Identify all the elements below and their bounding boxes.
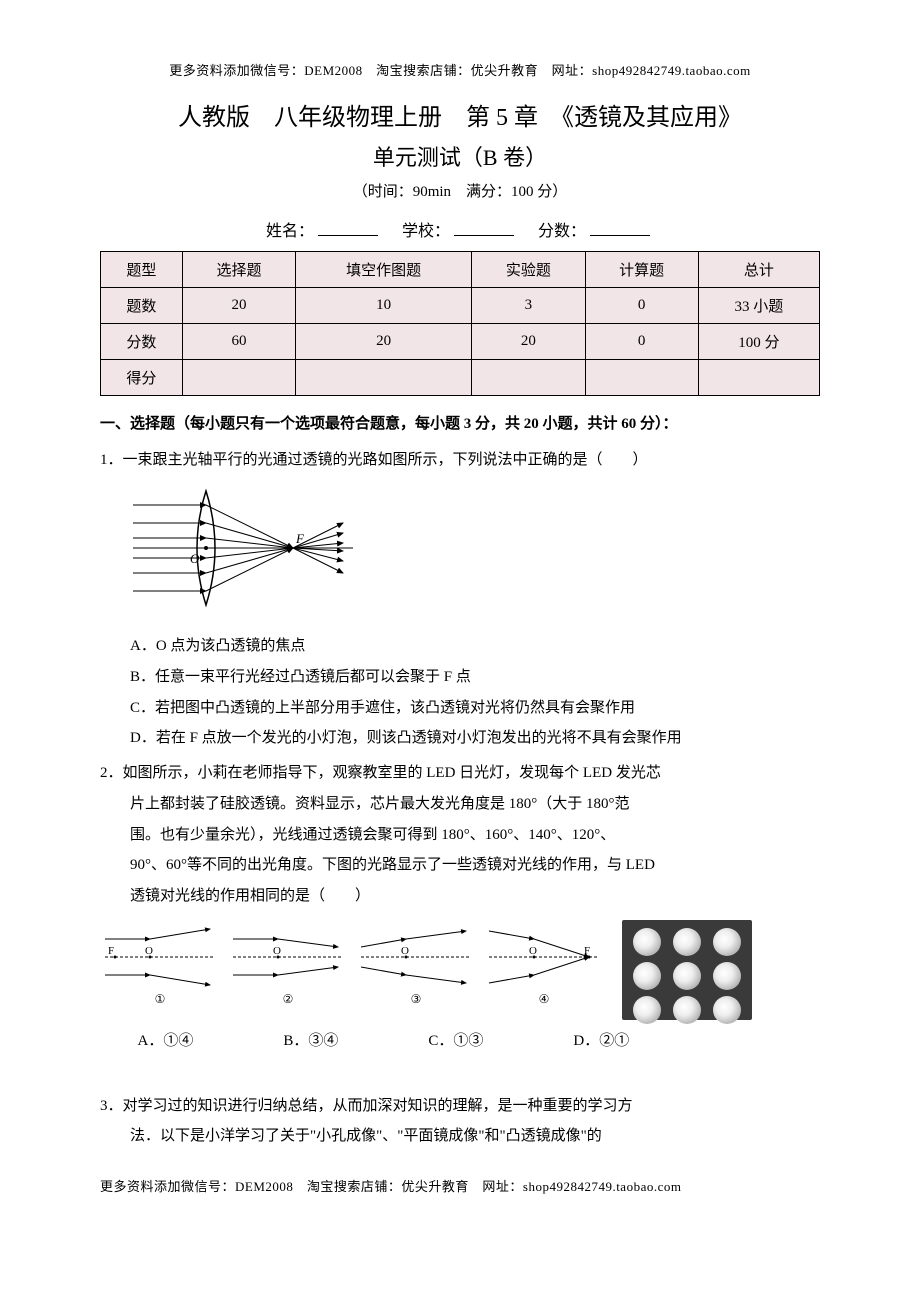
q1-optA: A．O 点为该凸透镜的焦点 bbox=[100, 631, 820, 662]
td-blank[interactable] bbox=[585, 360, 698, 396]
q2-label-3: ③ bbox=[411, 987, 422, 1012]
score-table: 题型 选择题 填空作图题 实验题 计算题 总计 题数 20 10 3 0 33 … bbox=[100, 251, 820, 396]
q1-lens-diagram: O F bbox=[128, 483, 820, 625]
q2-label-1: ① bbox=[155, 987, 166, 1012]
q2-diagrams-row: F O ① O ② bbox=[100, 920, 820, 1020]
q1-stem: 1．一束跟主光轴平行的光通过透镜的光路如图所示，下列说法中正确的是（ ） bbox=[100, 452, 648, 468]
td-blank[interactable] bbox=[472, 360, 585, 396]
title-main: 人教版 八年级物理上册 第 5 章 《透镜及其应用》 bbox=[100, 97, 820, 132]
td: 3 bbox=[472, 288, 585, 324]
blank-score[interactable] bbox=[590, 235, 650, 236]
page-footer-note: 更多资料添加微信号：DEM2008 淘宝搜索店铺：优尖升教育 网址：shop49… bbox=[100, 1176, 820, 1195]
td: 分数 bbox=[101, 324, 183, 360]
q3-stem-line2: 法．以下是小洋学习了关于"小孔成像"、"平面镜成像"和"凸透镜成像"的 bbox=[100, 1121, 820, 1152]
title-subtitle: 单元测试（B 卷） bbox=[100, 140, 820, 172]
title-time-score: （时间：90min 满分：100 分） bbox=[100, 180, 820, 201]
q1-optD: D．若在 F 点放一个发光的小灯泡，则该凸透镜对小灯泡发出的光将不具有会聚作用 bbox=[100, 723, 820, 754]
td: 0 bbox=[585, 288, 698, 324]
svg-text:F: F bbox=[108, 945, 114, 957]
q2-stem-line4: 90°、60°等不同的出光角度。下图的光路显示了一些透镜对光线的作用，与 LED bbox=[100, 850, 820, 881]
td-blank[interactable] bbox=[182, 360, 295, 396]
svg-text:O: O bbox=[529, 945, 537, 957]
table-row: 题型 选择题 填空作图题 实验题 计算题 总计 bbox=[101, 252, 820, 288]
question-2: 2．如图所示，小莉在老师指导下，观察教室里的 LED 日光灯，发现每个 LED … bbox=[100, 758, 820, 1057]
td: 33 小题 bbox=[698, 288, 819, 324]
td: 100 分 bbox=[698, 324, 819, 360]
q2-diagram-4: OF ④ bbox=[484, 927, 604, 1012]
td: 0 bbox=[585, 324, 698, 360]
th: 实验题 bbox=[472, 252, 585, 288]
q2-optC: C．①③ bbox=[428, 1026, 483, 1057]
td: 题数 bbox=[101, 288, 183, 324]
table-row: 题数 20 10 3 0 33 小题 bbox=[101, 288, 820, 324]
led-bulb-icon bbox=[713, 928, 741, 956]
th: 选择题 bbox=[182, 252, 295, 288]
led-bulb-icon bbox=[633, 928, 661, 956]
svg-text:O: O bbox=[401, 945, 409, 957]
led-bulb-icon bbox=[713, 962, 741, 990]
led-bulb-icon bbox=[633, 996, 661, 1024]
table-row: 得分 bbox=[101, 360, 820, 396]
th: 题型 bbox=[101, 252, 183, 288]
q2-label-4: ④ bbox=[539, 987, 550, 1012]
q2-diagram-2: O ② bbox=[228, 927, 348, 1012]
q2-stem-line1: 2．如图所示，小莉在老师指导下，观察教室里的 LED 日光灯，发现每个 LED … bbox=[100, 765, 661, 781]
q2-stem-line3: 围。也有少量余光），光线通过透镜会聚可得到 180°、160°、140°、120… bbox=[100, 820, 820, 851]
led-bulb-icon bbox=[673, 962, 701, 990]
td-blank[interactable] bbox=[296, 360, 472, 396]
q1-optB: B．任意一束平行光经过凸透镜后都可以会聚于 F 点 bbox=[100, 662, 820, 693]
q2-diagram-3: O ③ bbox=[356, 927, 476, 1012]
q2-stem-line2: 片上都封装了硅胶透镜。资料显示，芯片最大发光角度是 180°（大于 180°范 bbox=[100, 789, 820, 820]
page-header-note: 更多资料添加微信号：DEM2008 淘宝搜索店铺：优尖升教育 网址：shop49… bbox=[100, 60, 820, 79]
th: 总计 bbox=[698, 252, 819, 288]
question-1: 1．一束跟主光轴平行的光通过透镜的光路如图所示，下列说法中正确的是（ ） O F bbox=[100, 445, 820, 755]
q2-optA: A．①④ bbox=[138, 1026, 194, 1057]
th: 计算题 bbox=[585, 252, 698, 288]
td: 20 bbox=[182, 288, 295, 324]
q2-optD: D．②① bbox=[573, 1026, 629, 1057]
q3-stem-line1: 3．对学习过的知识进行归纳总结，从而加深对知识的理解，是一种重要的学习方 bbox=[100, 1098, 633, 1114]
label-school: 学校： bbox=[402, 223, 450, 240]
q2-options: A．①④ B．③④ C．①③ D．②① bbox=[100, 1026, 820, 1057]
label-score: 分数： bbox=[538, 223, 586, 240]
td-blank[interactable] bbox=[698, 360, 819, 396]
td: 10 bbox=[296, 288, 472, 324]
led-bulb-icon bbox=[713, 996, 741, 1024]
blank-name[interactable] bbox=[318, 235, 378, 236]
td: 得分 bbox=[101, 360, 183, 396]
q2-optB: B．③④ bbox=[283, 1026, 338, 1057]
question-3: 3．对学习过的知识进行归纳总结，从而加深对知识的理解，是一种重要的学习方 法．以… bbox=[100, 1091, 820, 1153]
q2-label-2: ② bbox=[283, 987, 294, 1012]
led-bulb-icon bbox=[633, 962, 661, 990]
q1-optC: C．若把图中凸透镜的上半部分用手遮住，该凸透镜对光将仍然具有会聚作用 bbox=[100, 693, 820, 724]
svg-text:O: O bbox=[273, 945, 281, 957]
label-name: 姓名： bbox=[266, 223, 314, 240]
blank-school[interactable] bbox=[454, 235, 514, 236]
form-line: 姓名： 学校： 分数： bbox=[100, 217, 820, 241]
td: 20 bbox=[296, 324, 472, 360]
td: 60 bbox=[182, 324, 295, 360]
th: 填空作图题 bbox=[296, 252, 472, 288]
q2-stem-line5: 透镜对光线的作用相同的是（ ） bbox=[100, 881, 820, 912]
q2-diagram-1: F O ① bbox=[100, 927, 220, 1012]
led-bulb-icon bbox=[673, 928, 701, 956]
section-1-head: 一、选择题（每小题只有一个选项最符合题意，每小题 3 分，共 20 小题，共计 … bbox=[100, 410, 820, 439]
td: 20 bbox=[472, 324, 585, 360]
led-bulb-icon bbox=[673, 996, 701, 1024]
led-photo bbox=[622, 920, 752, 1020]
svg-text:O: O bbox=[145, 945, 153, 957]
table-row: 分数 60 20 20 0 100 分 bbox=[101, 324, 820, 360]
svg-text:F: F bbox=[295, 531, 305, 546]
